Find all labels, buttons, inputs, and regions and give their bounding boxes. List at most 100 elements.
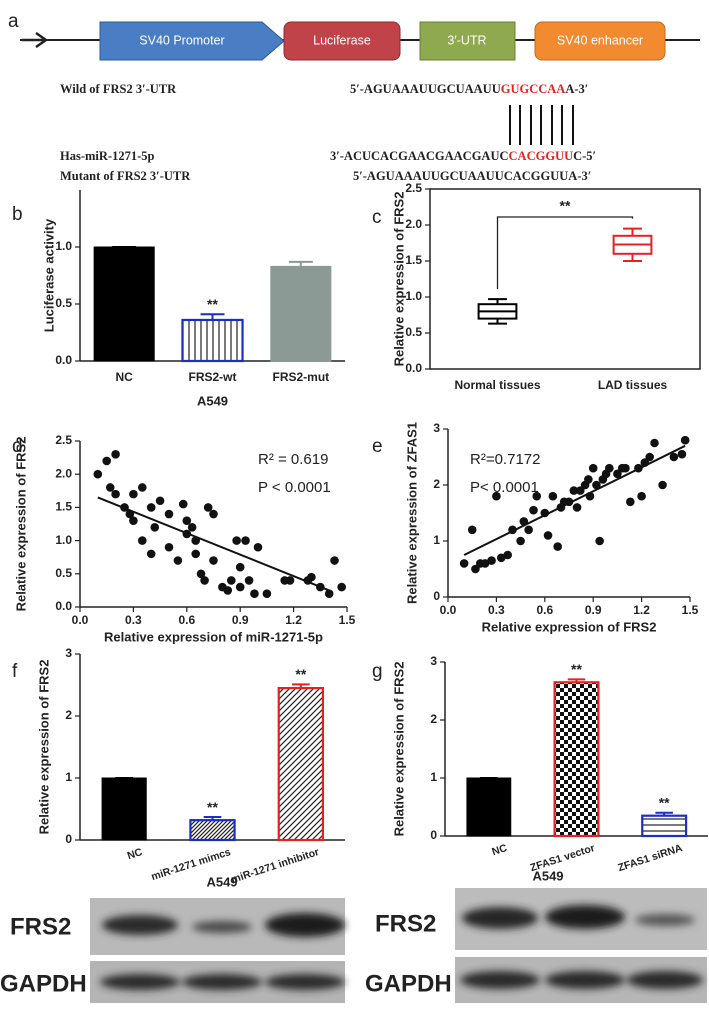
y-tick-label: 3 [430, 654, 437, 668]
data-point [241, 536, 250, 545]
plot-frame [429, 188, 701, 370]
significance-label: ** [659, 795, 670, 811]
error-bar [200, 313, 225, 320]
x-tick-label: LAD tissues [598, 378, 668, 392]
data-point [613, 469, 622, 479]
y-axis-label: Relative expression of FRS2 [36, 660, 51, 835]
y-tick-label: 0 [433, 589, 440, 603]
element-label: 3′-UTR [447, 33, 486, 47]
y-tick-label: 0 [65, 832, 72, 846]
y-tick-label: 2.5 [405, 181, 422, 195]
significance-label: ** [207, 296, 218, 312]
panel-letter: a [8, 11, 19, 32]
significance-label: ** [571, 661, 582, 677]
data-point [492, 491, 501, 501]
y-tick-label: 2.0 [405, 217, 422, 231]
x-axis-label: Relative expression of FRS2 [482, 619, 657, 634]
x-tick-label: NC [490, 842, 509, 858]
error-bar [203, 816, 222, 821]
y-tick-label: 2 [430, 712, 437, 726]
bar [277, 686, 325, 842]
x-tick-label: 0.6 [178, 613, 195, 627]
y-tick-label: 0.0 [405, 361, 422, 375]
data-point [253, 542, 263, 552]
y-tick-label: 2.5 [55, 433, 72, 447]
y-tick-label: 2.0 [55, 466, 72, 480]
error-bar [288, 260, 313, 267]
significance-bracket [496, 216, 634, 290]
box-whisker-high [623, 227, 642, 236]
seed-region: CACGGUU [509, 149, 574, 163]
data-point [111, 449, 120, 459]
element-label: SV40 Promoter [139, 33, 224, 47]
data-point [650, 438, 659, 448]
sequence-label: Wild of FRS2 3′-UTR [60, 82, 177, 96]
stat-annotation: P< 0.0001 [470, 479, 539, 496]
x-tick-label: ZFAS1 siRNA [616, 842, 684, 874]
x-tick-label: 0.3 [125, 613, 142, 627]
base-pairing [509, 105, 574, 145]
blot-bands [100, 913, 345, 990]
y-axis-label: Relative expression of FRS2 [13, 437, 28, 612]
y-tick-label: 1.5 [405, 253, 422, 267]
x-axis-label: A549 [197, 393, 228, 408]
y-tick-label: 1.0 [405, 289, 422, 303]
data-point [155, 496, 165, 506]
chart-panel: b Luciferase activity 0.0 0.5 1.0 A549 NC ** FRS… [12, 190, 345, 408]
promoter-box [99, 21, 285, 61]
data-point [196, 569, 206, 579]
x-tick-label: 0.9 [232, 613, 249, 627]
data-point [529, 505, 538, 515]
y-tick-label: 0.0 [55, 599, 72, 613]
data-point [324, 589, 334, 599]
bar [641, 814, 688, 838]
x-axis-label: Relative expression of miR-1271-5p [104, 629, 323, 644]
panel-letter: b [12, 204, 23, 225]
y-tick-label: 0.5 [55, 566, 72, 580]
x-tick-label: 1.5 [339, 613, 356, 627]
box-whisker-low [623, 253, 642, 262]
stat-annotation: R² = 0.619 [258, 451, 328, 468]
blot-title: A549 [206, 874, 237, 889]
data-point [146, 549, 156, 559]
data-point [572, 503, 582, 512]
bar [181, 318, 244, 363]
blot-label: FRS2 [375, 910, 436, 937]
x-tick-label: FRS2-mut [272, 370, 329, 384]
x-tick-label: 1.5 [682, 603, 699, 617]
y-tick-label: 1.5 [55, 500, 72, 514]
error-bar [292, 683, 310, 689]
data-point [595, 536, 604, 546]
data-point [524, 525, 533, 535]
data-point [250, 589, 259, 599]
blot-label: GAPDH [365, 970, 452, 997]
data-point [164, 509, 174, 519]
y-axis-label: Relative expression of ZFAS1 [404, 422, 419, 604]
sequence-part: 5′-AGUAAAUUGCUAAUUCACGGUUA-3′ [353, 169, 591, 183]
luciferase-box [283, 21, 401, 61]
data-point [203, 503, 213, 512]
x-tick-label: 0.3 [488, 603, 505, 617]
data-point [637, 491, 646, 501]
data-point [467, 525, 477, 535]
data-point [102, 456, 111, 466]
data-point [532, 491, 542, 501]
data-point [584, 475, 593, 484]
stat-annotation: P < 0.0001 [258, 479, 331, 496]
data-point [337, 582, 346, 592]
promoter-arrow [22, 31, 49, 49]
sequence: 5′-AGUAAAUUGCUAAUUGUGCCAAA-3′ [350, 82, 588, 96]
significance-label: ** [560, 198, 571, 214]
data-point [232, 536, 241, 545]
data-point [138, 536, 147, 545]
y-tick-label: 0 [430, 828, 437, 842]
error-bar [655, 811, 673, 816]
data-point [588, 463, 598, 473]
bar [189, 819, 236, 842]
data-point [191, 549, 200, 559]
sequence-part: C-5′ [573, 149, 596, 163]
y-tick-label: 1 [430, 770, 437, 784]
element-label: SV40 enhancer [557, 33, 643, 47]
y-tick-label: 2 [433, 477, 440, 491]
